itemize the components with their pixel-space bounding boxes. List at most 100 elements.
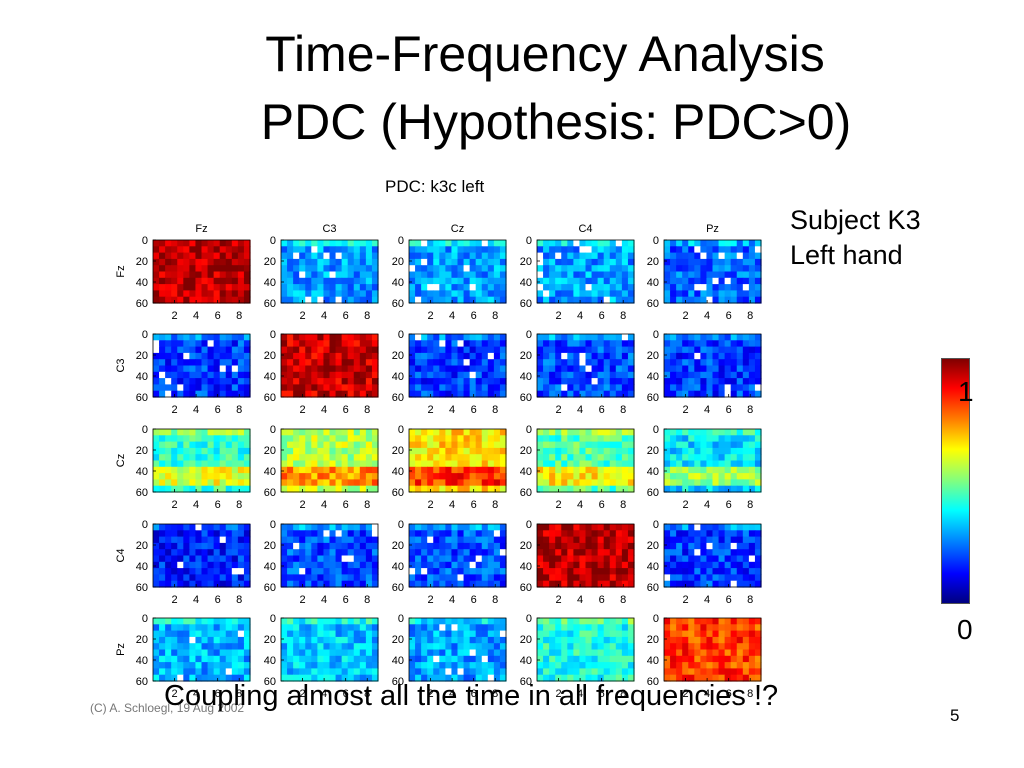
heatmap-cell bbox=[742, 429, 750, 436]
heatmap-cell bbox=[469, 246, 477, 254]
y-tick-label: 0 bbox=[526, 329, 532, 341]
heatmap-cell bbox=[371, 618, 379, 625]
heatmap-cell bbox=[615, 346, 623, 354]
heatmap-cell bbox=[573, 674, 581, 682]
heatmap-cell bbox=[311, 674, 318, 682]
heatmap-cell bbox=[718, 568, 726, 575]
heatmap-cell bbox=[487, 624, 495, 632]
heatmap-cell bbox=[469, 290, 477, 298]
heatmap-cell bbox=[730, 574, 738, 582]
heatmap-cell bbox=[481, 674, 489, 682]
heatmap-cell bbox=[754, 624, 762, 632]
heatmap-cell bbox=[664, 441, 671, 449]
heatmap-cell bbox=[189, 346, 197, 354]
heatmap-cell bbox=[347, 568, 355, 575]
heatmap-cell bbox=[219, 668, 227, 676]
heatmap-cell bbox=[730, 334, 738, 341]
heatmap-cell bbox=[537, 674, 544, 682]
heatmap-cell bbox=[365, 258, 373, 266]
heatmap-cell bbox=[555, 555, 562, 563]
heatmap-cell bbox=[323, 624, 331, 632]
heatmap-cell bbox=[567, 624, 574, 632]
heatmap-cell bbox=[718, 668, 726, 676]
heatmap-cell bbox=[682, 346, 689, 354]
heatmap-cell bbox=[219, 346, 227, 354]
heatmap-cell bbox=[475, 530, 483, 538]
heatmap-cell bbox=[609, 460, 617, 468]
heatmap-cell bbox=[359, 447, 367, 455]
heatmap-cell bbox=[329, 568, 337, 575]
heatmap-cell bbox=[615, 466, 623, 474]
heatmap-cell bbox=[347, 542, 355, 550]
y-tick-label: 40 bbox=[392, 371, 404, 383]
heatmap-cell bbox=[421, 630, 428, 638]
heatmap-cell bbox=[543, 460, 550, 468]
heatmap-cell bbox=[293, 649, 300, 657]
heatmap-cell bbox=[597, 668, 605, 676]
heatmap-cell bbox=[365, 384, 373, 392]
heatmap-cell bbox=[603, 655, 611, 663]
heatmap-cell bbox=[718, 662, 726, 669]
heatmap-cell bbox=[183, 624, 190, 632]
heatmap-cell bbox=[748, 636, 756, 644]
heatmap-cell bbox=[237, 296, 245, 304]
heatmap-cell bbox=[499, 662, 507, 669]
heatmap-cell bbox=[585, 284, 593, 291]
y-tick-label: 20 bbox=[136, 350, 148, 362]
heatmap-cell bbox=[670, 636, 677, 644]
y-tick-label: 40 bbox=[520, 371, 532, 383]
heatmap-cell bbox=[287, 258, 294, 266]
heatmap-cell bbox=[189, 549, 197, 557]
heatmap-cell bbox=[293, 284, 300, 291]
heatmap-cell bbox=[335, 390, 343, 398]
heatmap-cell bbox=[487, 384, 495, 392]
heatmap-cell bbox=[299, 524, 306, 531]
y-tick-label: 0 bbox=[526, 613, 532, 625]
heatmap-cell bbox=[433, 284, 440, 291]
heatmap-cell bbox=[493, 258, 501, 266]
heatmap-cell bbox=[153, 359, 160, 367]
heatmap-cell bbox=[706, 284, 714, 291]
heatmap-cell bbox=[676, 580, 683, 588]
heatmap-cell bbox=[201, 479, 209, 487]
heatmap-cell bbox=[421, 390, 428, 398]
heatmap-cell bbox=[754, 668, 762, 676]
heatmap-cell bbox=[231, 284, 239, 291]
heatmap-cell bbox=[305, 624, 312, 632]
heatmap-cell bbox=[463, 574, 471, 582]
heatmap-cell bbox=[177, 524, 184, 531]
heatmap-cell bbox=[475, 618, 483, 625]
y-tick-label: 40 bbox=[520, 561, 532, 573]
heatmap-cell bbox=[281, 649, 288, 657]
heatmap-cell bbox=[469, 549, 477, 557]
heatmap-cell bbox=[359, 618, 367, 625]
heatmap-cell bbox=[329, 441, 337, 449]
heatmap-cell bbox=[591, 655, 599, 663]
heatmap-cell bbox=[213, 643, 221, 651]
heatmap-cell bbox=[305, 549, 312, 557]
x-tick-label: 2 bbox=[427, 310, 433, 322]
heatmap-cell bbox=[561, 618, 568, 625]
heatmap-cell bbox=[317, 524, 325, 531]
heatmap-cell bbox=[341, 441, 349, 449]
heatmap-cell bbox=[706, 277, 714, 285]
heatmap-cell bbox=[712, 371, 720, 379]
heatmap-cell bbox=[281, 378, 288, 385]
heatmap-cell bbox=[353, 429, 361, 436]
heatmap-cell bbox=[409, 536, 416, 544]
heatmap-cell bbox=[724, 359, 732, 367]
heatmap-cell bbox=[359, 662, 367, 669]
heatmap-cell bbox=[591, 277, 599, 285]
heatmap-cell bbox=[499, 277, 507, 285]
heatmap-cell bbox=[481, 246, 489, 254]
heatmap-cell bbox=[359, 390, 367, 398]
heatmap-cell bbox=[621, 441, 629, 449]
heatmap-cell bbox=[493, 340, 501, 348]
heatmap-cell bbox=[475, 454, 483, 462]
heatmap-cell bbox=[347, 277, 355, 285]
heatmap-cell bbox=[664, 390, 671, 398]
heatmap-cell bbox=[754, 618, 762, 625]
heatmap-cell bbox=[451, 365, 459, 373]
heatmap-cell bbox=[615, 624, 623, 632]
